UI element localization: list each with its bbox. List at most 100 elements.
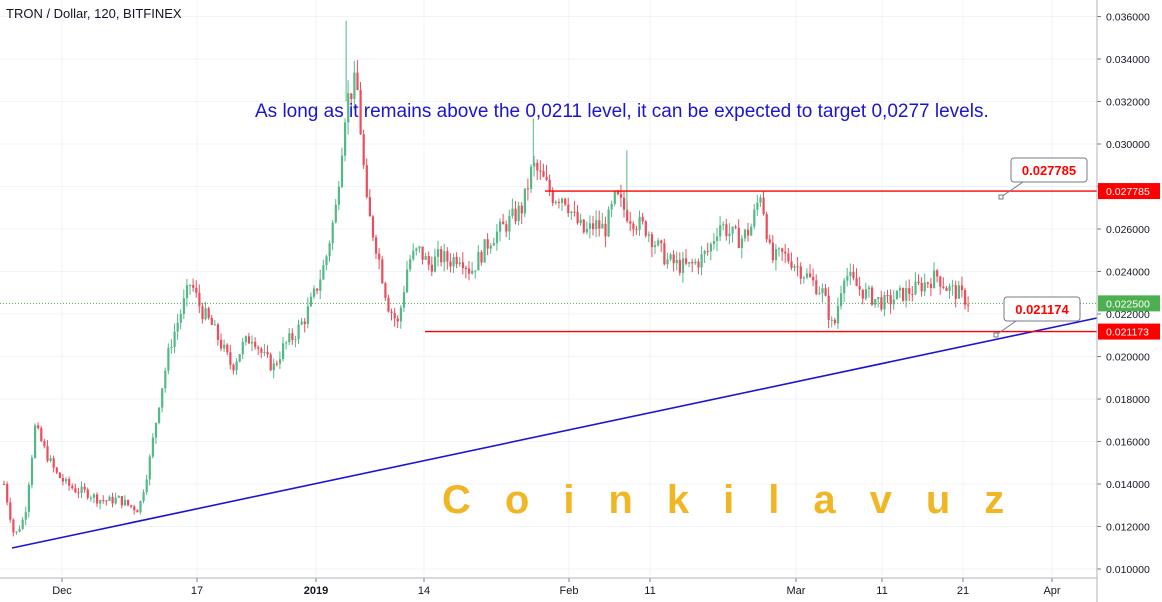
candle-body <box>278 359 282 364</box>
candle-body <box>207 308 210 318</box>
candle-body <box>489 245 492 249</box>
y-tick-label: 0.012000 <box>1106 522 1150 534</box>
candle-body <box>824 288 827 296</box>
candle-body <box>148 456 151 480</box>
candle-body <box>601 223 604 229</box>
candle-body <box>322 265 325 280</box>
resistance-price-tag <box>1098 183 1160 200</box>
candle-body <box>548 179 551 192</box>
trendline <box>11 317 1098 549</box>
candle-body <box>468 268 471 274</box>
candle-body <box>334 204 337 223</box>
candle-body <box>189 285 192 287</box>
candle-body <box>790 261 793 268</box>
candle-body <box>774 248 778 261</box>
candle-body <box>216 324 220 340</box>
candle-body <box>694 261 697 264</box>
watermark: Coinkilavuz <box>442 478 1039 522</box>
candle-body <box>288 333 291 343</box>
candle-body <box>92 494 96 498</box>
candle-body <box>133 506 136 511</box>
candle-body <box>802 277 805 279</box>
y-tick-label: 0.036000 <box>1106 12 1150 24</box>
candle-body <box>254 341 257 348</box>
candle-body <box>706 251 709 253</box>
candle-body <box>452 256 455 267</box>
candle-body <box>830 319 833 321</box>
candle-body <box>477 251 480 271</box>
candle-body <box>635 229 638 231</box>
candle-body <box>964 290 967 305</box>
candle-body <box>399 307 402 322</box>
candle-body <box>499 221 502 232</box>
candle-body <box>164 370 167 389</box>
current-price-label: 0.022500 <box>1106 298 1150 310</box>
candle-body <box>353 72 356 100</box>
y-tick-label: 0.030000 <box>1106 139 1150 151</box>
candle-body <box>923 282 926 292</box>
candle-body <box>18 528 21 532</box>
candle-body <box>201 306 204 320</box>
candle-body <box>3 484 6 485</box>
y-tick-label: 0.024000 <box>1106 267 1150 279</box>
candle-body <box>102 500 105 502</box>
candle-body <box>257 347 260 349</box>
candle-body <box>585 228 588 233</box>
candle-body <box>564 198 567 205</box>
candle-body <box>406 269 409 293</box>
candle-body <box>328 243 331 257</box>
price-axis[interactable]: 0.0360000.0340000.0320000.0300000.028000… <box>1096 0 1160 602</box>
candle-body <box>458 262 461 265</box>
candle-body <box>15 531 18 533</box>
candle-body <box>536 162 539 171</box>
x-tick-label: Dec <box>52 585 72 597</box>
candle-body <box>80 486 83 494</box>
candle-body <box>644 221 647 236</box>
candle-body <box>424 256 427 260</box>
candle-body <box>182 298 185 314</box>
candle-body <box>170 347 173 349</box>
candle-body <box>362 134 365 166</box>
candle-body <box>613 191 616 204</box>
candle-body <box>282 343 285 360</box>
candle-body <box>127 499 130 506</box>
candle-body <box>356 72 359 91</box>
candle-body <box>223 344 226 349</box>
candle-body <box>275 363 278 365</box>
x-tick-label: Mar <box>787 585 806 597</box>
candle-body <box>765 214 768 240</box>
candle-body <box>251 341 254 344</box>
candle-body <box>449 261 452 267</box>
candle-body <box>480 251 483 263</box>
y-tick-label: 0.034000 <box>1106 54 1150 66</box>
candle-body <box>443 251 446 263</box>
candle-body <box>877 297 880 300</box>
candle-body <box>607 209 610 237</box>
support-callout-anchor <box>993 332 999 338</box>
candle-body <box>226 344 229 353</box>
candle-body <box>520 205 523 214</box>
candle-body <box>213 324 216 326</box>
x-tick-label: 11 <box>644 585 655 597</box>
candle-body <box>437 249 440 257</box>
candle-body <box>582 219 585 233</box>
candle-body <box>241 341 244 355</box>
candle-body <box>151 437 154 457</box>
support-callout-box <box>1003 296 1081 322</box>
time-axis[interactable]: Dec 17 2019 14 Feb 11 Mar 11 21 Apr <box>0 577 1097 597</box>
candle-body <box>427 256 430 265</box>
candle-body <box>130 505 133 507</box>
candle-body <box>244 336 247 342</box>
candle-body <box>725 224 728 237</box>
candle-body <box>294 339 297 341</box>
candle-body <box>579 219 582 224</box>
x-tick-label: 2019 <box>304 585 328 597</box>
candle-body <box>657 240 660 246</box>
candle-body <box>672 254 675 264</box>
candle-body <box>396 318 399 322</box>
candle-body <box>883 295 886 310</box>
candle-body <box>21 519 24 529</box>
candle-body <box>409 259 412 270</box>
candle-body <box>52 458 55 468</box>
